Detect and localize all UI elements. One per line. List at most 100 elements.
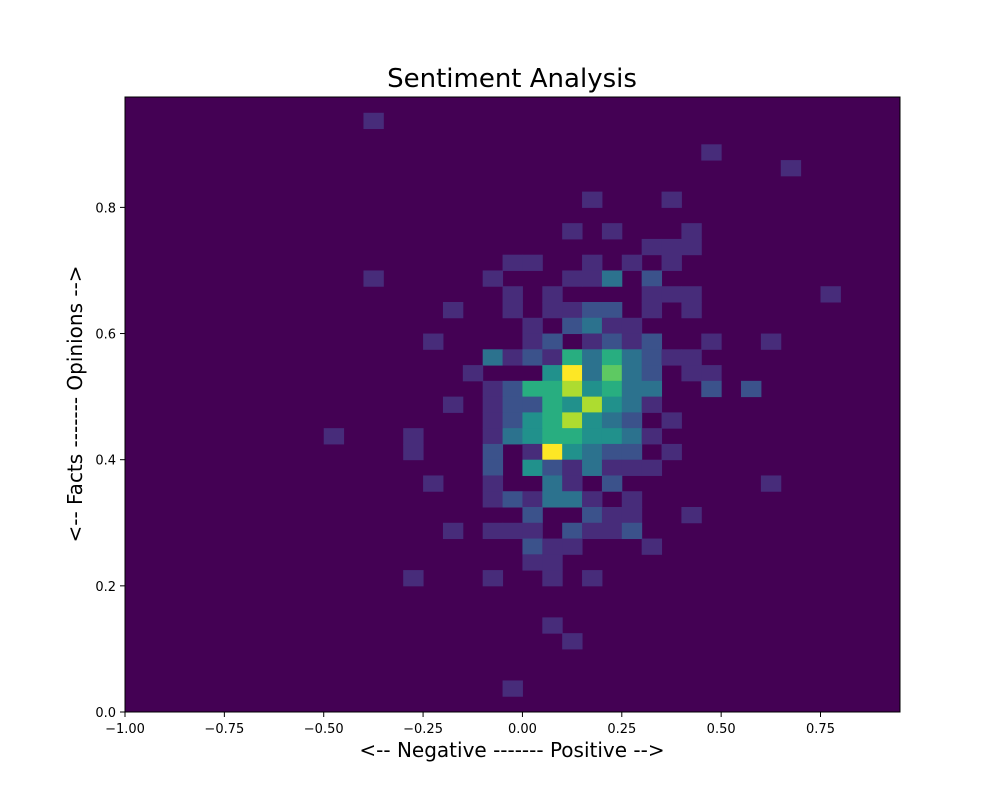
heatmap-cell [403,428,424,445]
heatmap-cell [582,302,603,319]
heatmap-cell [502,349,523,366]
heatmap-cell [542,396,563,413]
plot-frame [124,96,901,713]
x-tick-label: −1.00 [105,722,145,737]
heatmap-cell [582,317,603,335]
x-axis-label: <-- Negative ------- Positive --> [359,738,664,762]
heatmap-cell [681,223,702,240]
x-tick-label: 0.50 [707,722,736,737]
heatmap-cell [542,570,563,587]
heatmap-cell [522,254,543,271]
heatmap-cell [760,333,782,350]
heatmap-cell [542,443,563,461]
heatmap-cell [621,443,643,461]
heatmap-cell [641,238,663,256]
heatmap-cell [661,443,682,461]
heatmap-cell [601,396,623,413]
heatmap-cell [522,428,543,445]
heatmap-cell [582,507,603,524]
heatmap-cell [621,333,643,350]
heatmap-cell [701,144,722,161]
heatmap-cell [661,286,682,303]
heatmap-cell [582,270,603,287]
heatmap-cell [582,191,603,208]
heatmap-cell [522,317,543,335]
heatmap-cell [522,380,543,398]
heatmap-cell [522,443,543,461]
heatmap-cell [482,428,504,445]
heatmap-cell [641,286,663,303]
y-tick-label: 0.0 [95,706,116,721]
heatmap-cell [760,475,782,492]
heatmap-cell [562,459,583,476]
heatmap-cell [403,570,424,587]
x-axis: −1.00 −0.75 −0.50 −0.25 0.00 0.25 0.50 0.75 [105,712,835,737]
heatmap-cell [601,223,623,240]
heatmap-cell [621,491,643,508]
x-tick-label: 0.00 [508,722,537,737]
heatmap-cell [582,522,603,540]
heatmap-cell [562,302,583,319]
heatmap-cell [522,507,543,524]
heatmap-cell [701,365,722,382]
heatmap-cell [641,380,663,398]
heatmap-cell [780,160,802,177]
heatmap-cell [502,254,523,271]
heatmap-cell [562,491,583,508]
heatmap-cell [522,538,543,555]
heatmap-cell [482,270,504,287]
heatmap-cell [423,475,444,492]
heatmap-cell [363,112,384,130]
heatmap-cell [522,522,543,540]
heatmap-cell [601,443,623,461]
heatmap-cell [423,333,444,350]
heatmap-cell [641,396,663,413]
heatmap-cell [542,491,563,508]
heatmap-cell [403,443,424,461]
heatmap-cell [542,286,563,303]
heatmap-cell [641,428,663,445]
heatmap-cell [482,380,504,398]
heatmap-cell [601,349,623,366]
heatmap-cell [601,459,623,476]
heatmap-cell [641,538,663,555]
heatmap-cell [621,459,643,476]
heatmap-cell [482,570,504,587]
heatmap-cell [482,349,504,366]
heatmap-cell [562,412,583,429]
heatmap-cell [562,270,583,287]
heatmap-cell [661,191,682,208]
heatmap-cell [681,302,702,319]
heatmap-cell [621,428,643,445]
heatmap-cell [681,507,702,524]
heatmap-cell [502,380,523,398]
heatmap-cell [621,365,643,382]
heatmap-cell [582,428,603,445]
heatmap-cell [582,443,603,461]
heatmap-cell [661,238,682,256]
heatmap-cell [542,475,563,492]
heatmap-cell [621,254,643,271]
heatmap-cell [542,428,563,445]
heatmap-cell [562,443,583,461]
heatmap-cell [522,491,543,508]
heatmap-cell [502,302,523,319]
heatmap-cell [641,270,663,287]
heatmap-cell [601,522,623,540]
heatmap-cell [442,396,464,413]
heatmap-cell [621,349,643,366]
heatmap-cell [601,380,623,398]
heatmap-cell [562,349,583,366]
heatmap-cell [542,349,563,366]
heatmap-cell [621,396,643,413]
heatmap-cell [621,412,643,429]
heatmap-cell [363,270,384,287]
heatmap-cell [601,428,623,445]
x-tick-label: 0.75 [806,722,835,737]
heatmap-cell [462,365,484,382]
chart-title: Sentiment Analysis [387,64,637,94]
heatmap-cell [562,223,583,240]
heatmap-cell [522,459,543,476]
